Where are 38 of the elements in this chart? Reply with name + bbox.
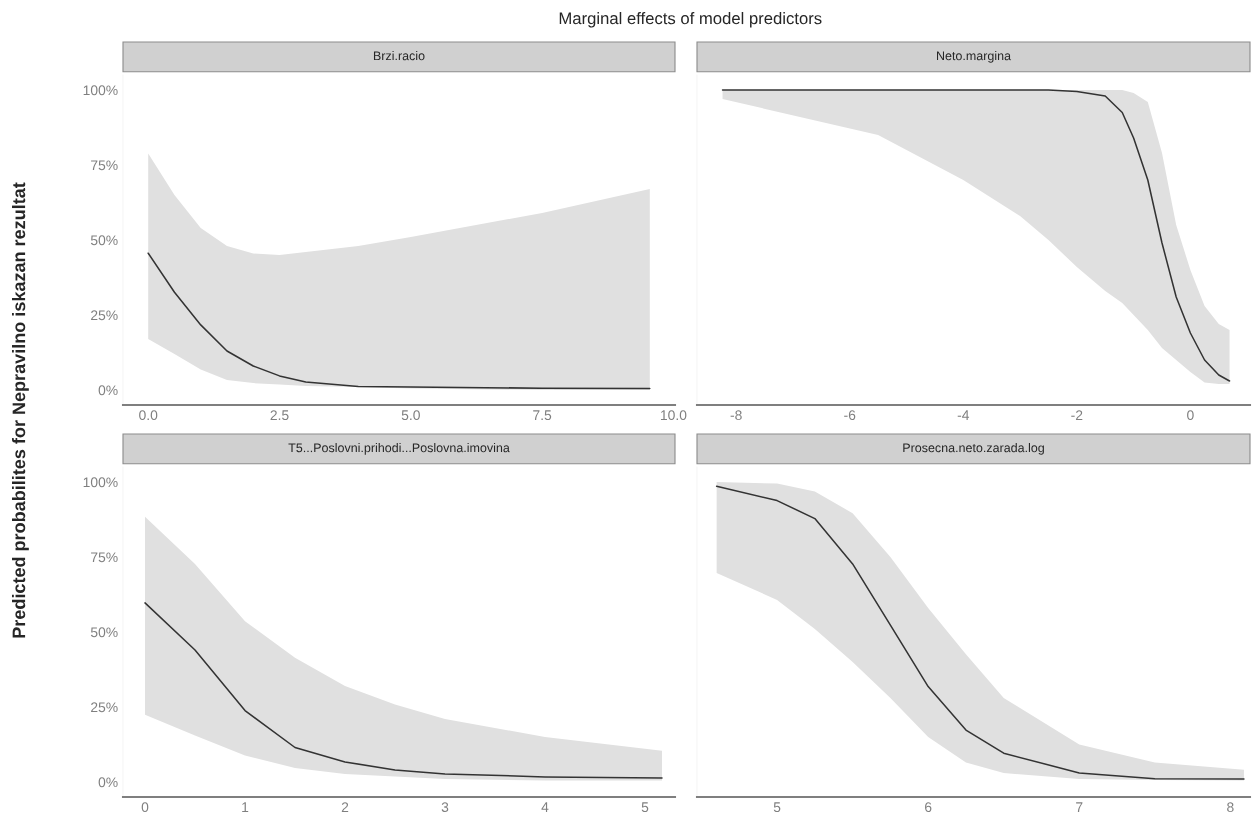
- chart-title: Prosecna.neto.zarada.log: [903, 443, 1044, 455]
- y-tick-label: 0%: [98, 777, 118, 788]
- line-series: [144, 602, 663, 779]
- x-tick-label: 2: [341, 802, 349, 812]
- x-tick-label: -6: [844, 410, 856, 421]
- x-tick-label: -4: [957, 410, 970, 420]
- x-tick-label: 8: [1227, 802, 1234, 813]
- x-tick-label: 4: [541, 802, 549, 812]
- chart-title: Neto.margina: [937, 51, 1012, 63]
- x-tick-label: 10.0: [660, 410, 687, 421]
- chart-title: Brzi.racio: [373, 51, 425, 61]
- line-series: [147, 252, 651, 390]
- x-tick-label: 5.0: [401, 410, 420, 421]
- y-tick-label: 75%: [91, 552, 118, 563]
- x-tick-label: 6: [925, 802, 932, 813]
- x-tick-label: -2: [1071, 410, 1083, 420]
- y-tick-label: 100%: [83, 85, 118, 96]
- x-tick-label: 1: [242, 802, 249, 812]
- y-tick-label: 100%: [83, 477, 118, 488]
- text: Predicted probabilites for Nepravilno iskazan rezultat: [12, 182, 29, 638]
- y-tick-label: 25%: [91, 702, 118, 713]
- y-tick-label: 50%: [90, 235, 118, 246]
- chart-title: T5...Poslovni.prihodi...Poslovna.imovina: [288, 443, 510, 455]
- y-tick-label: 50%: [90, 627, 118, 638]
- y-tick-label: 25%: [91, 310, 118, 321]
- x-tick-label: 3: [441, 802, 449, 813]
- x-tick-label: 7.5: [533, 410, 552, 421]
- x-tick-label: 7: [1076, 802, 1083, 812]
- x-tick-label: 0: [141, 802, 149, 813]
- text: Marginal effects of model predictors: [559, 12, 822, 28]
- x-tick-label: 5: [773, 802, 781, 813]
- y-tick-label: 75%: [91, 160, 118, 171]
- x-tick-label: 0.0: [139, 410, 158, 421]
- x-tick-label: -8: [730, 410, 742, 421]
- x-tick-label: 0: [1187, 410, 1194, 421]
- y-tick-label: 0%: [98, 385, 118, 396]
- x-tick-label: 2.5: [270, 410, 289, 421]
- x-tick-label: 5: [641, 802, 649, 813]
